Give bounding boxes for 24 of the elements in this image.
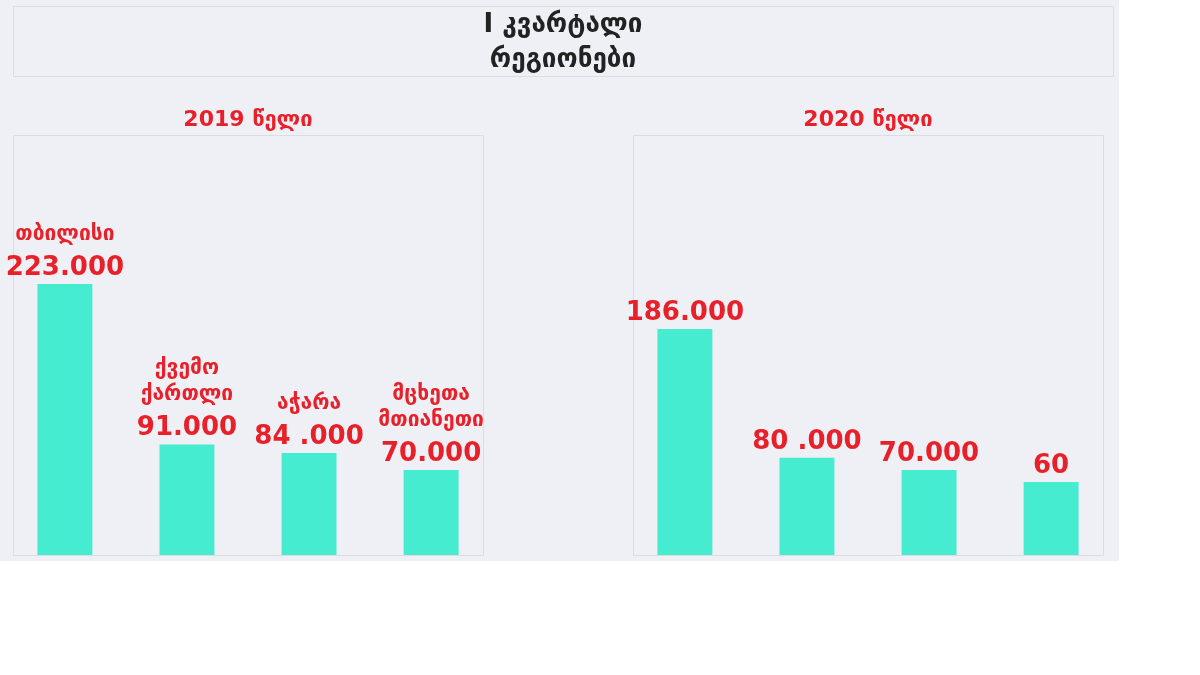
bar [37, 284, 93, 555]
bar [901, 469, 957, 555]
bar [779, 457, 835, 555]
x-tick-label: თბილისი [15, 221, 115, 246]
data-label: 84 .000 [254, 419, 364, 450]
bar [1023, 482, 1079, 555]
text: რეგიონები [489, 42, 637, 73]
data-label: 70.000 [878, 436, 980, 467]
x-tick-label: ქვემო ქართლი [140, 355, 234, 406]
x-tick-label: მცხეთა მთიანეთი [378, 380, 484, 431]
data-label: 80 .000 [752, 424, 862, 455]
bar [159, 444, 215, 555]
data-label: 70.000 [380, 436, 482, 467]
data-label: 91.000 [136, 411, 238, 442]
x-tick-label: აჭარა [277, 389, 342, 414]
chart-title: 2020 წელი [803, 106, 933, 131]
data-label: 60 [1033, 449, 1070, 480]
data-label: 223.000 [5, 251, 125, 282]
data-label: 186.000 [625, 295, 745, 326]
chart-title: 2019 წელი [183, 106, 313, 131]
bar [281, 452, 337, 555]
bar [403, 469, 459, 555]
text: I კვარტალი [483, 7, 643, 38]
bar [657, 328, 713, 555]
